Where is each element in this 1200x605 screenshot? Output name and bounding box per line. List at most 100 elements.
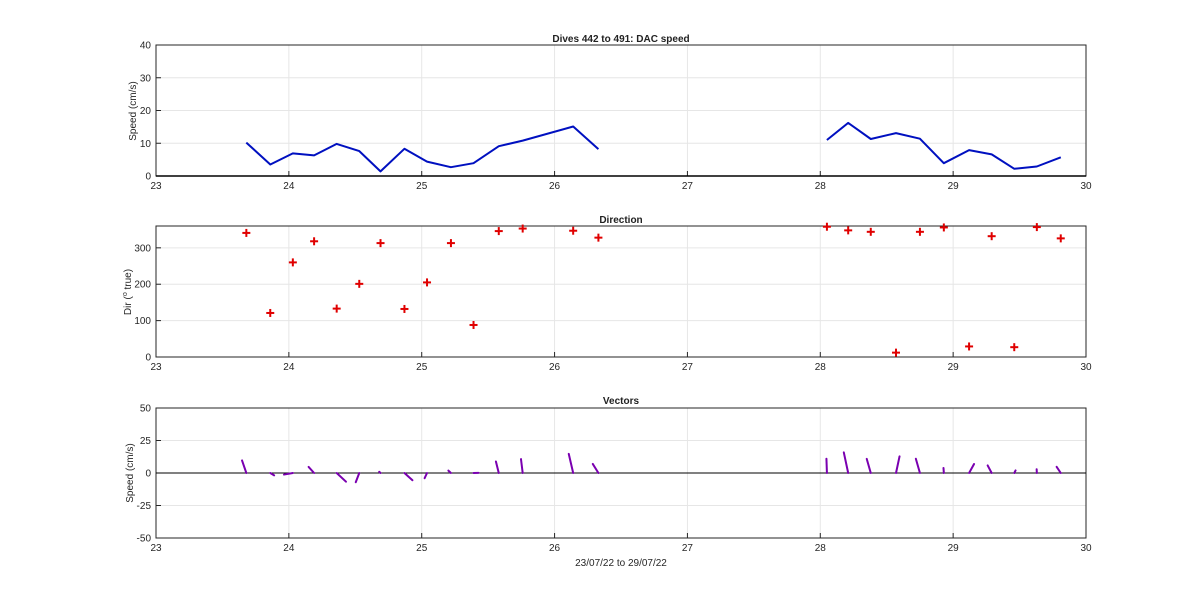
speed-x-tick-label: 27 [682,181,694,192]
speed-y-tick-label: 0 [145,172,151,183]
direction-y-axis-label-main: Dir ( [123,296,134,316]
vector-stick [307,465,316,474]
direction-point [288,258,297,267]
vector-stick [423,472,429,480]
direction-point [822,222,831,231]
direction-point [400,304,409,313]
vector-stick [403,472,414,482]
direction-point [939,223,948,232]
vectors-x-tick-label: 28 [815,543,827,554]
vectors-x-tick-label: 23 [150,543,162,554]
direction-point [1010,343,1019,352]
vector-stick [269,472,276,477]
vector-stick [447,469,452,474]
speed-y-tick-label: 10 [140,139,152,150]
speed-x-tick-label: 30 [1080,181,1092,192]
speed-x-tick-label: 29 [948,181,960,192]
vectors-x-tick-label: 27 [682,543,694,554]
direction-x-tick-label: 24 [283,362,295,373]
direction-panel-title: Direction [599,215,642,226]
speed-panel-title: Dives 442 to 491: DAC speed [552,34,689,45]
direction-point [1032,223,1041,232]
direction-point [892,348,901,357]
speed-y-tick-label: 40 [140,41,152,52]
direction-point [423,278,432,287]
direction-point [332,304,341,313]
direction-axes-box [155,225,1087,358]
direction-y-tick-label: 300 [134,243,151,254]
speed-y-tick-label: 30 [140,73,152,84]
speed-y-tick-label: 20 [140,106,152,117]
direction-x-tick-label: 28 [815,362,827,373]
direction-point [310,237,319,246]
vector-stick [378,470,382,474]
vector-stick [283,472,294,476]
vectors-y-axis-label: Speed (cm/s) [125,443,136,502]
vector-stick [1013,469,1017,474]
vector-stick [567,452,575,474]
speed-line-series [826,121,1062,170]
direction-y-axis-label: Dir (o true) [122,269,134,315]
direction-y-axis-label-rest: true) [123,269,134,292]
vectors-x-tick-label: 24 [283,543,295,554]
speed-x-tick-label: 24 [283,181,295,192]
vector-stick [968,463,976,474]
vectors-panel-title: Vectors [603,396,640,407]
speed-panel: Dives 442 to 491: DAC speed Speed (cm/s)… [128,34,1092,192]
direction-point [1056,234,1065,243]
direction-point [446,239,455,248]
vector-stick [494,460,500,474]
direction-point [494,227,503,236]
speed-line-series [245,125,600,173]
vectors-y-tick-label: 50 [140,404,152,415]
vectors-x-tick-label: 29 [948,543,960,554]
speed-x-tick-label: 28 [815,181,827,192]
vector-stick [241,459,248,474]
vector-stick [895,455,901,474]
direction-point [469,320,478,329]
vector-stick [335,472,348,483]
vector-stick [1055,465,1062,474]
direction-point [376,239,385,248]
direction-point [266,308,275,317]
direction-point [915,227,924,236]
speed-x-tick-label: 26 [549,181,561,192]
direction-x-tick-label: 23 [150,362,162,373]
vector-stick [354,472,361,484]
direction-x-tick-label: 26 [549,362,561,373]
vectors-panel: Vectors Speed (cm/s) 23/07/22 to 29/07/2… [125,396,1092,569]
vectors-y-tick-label: -50 [137,534,152,545]
vector-stick [591,462,600,474]
vector-stick [842,451,850,474]
direction-point [866,227,875,236]
direction-point [965,342,974,351]
direction-point [518,224,527,233]
direction-y-tick-label: 0 [145,353,151,364]
vector-stick [914,457,921,474]
vectors-x-tick-label: 26 [549,543,561,554]
direction-y-axis-label-degree: o [122,292,129,296]
direction-point [355,279,364,288]
direction-x-tick-label: 29 [948,362,960,373]
vector-stick [865,457,872,474]
direction-panel: Direction Dir (o true) 23 24 25 26 27 28 29 300… [122,215,1092,373]
direction-y-tick-label: 100 [134,316,151,327]
vector-stick [519,458,524,474]
vectors-y-tick-label: -25 [137,501,152,512]
direction-x-tick-label: 27 [682,362,694,373]
vectors-x-tick-label: 25 [416,543,428,554]
direction-point [844,226,853,235]
speed-x-tick-label: 25 [416,181,428,192]
direction-point [594,233,603,242]
direction-y-tick-label: 200 [134,280,151,291]
vectors-x-tick-label: 30 [1080,543,1092,554]
vectors-y-tick-label: 0 [145,469,151,480]
direction-x-tick-label: 25 [416,362,428,373]
vector-stick [986,464,993,474]
direction-point [569,226,578,235]
direction-x-tick-label: 30 [1080,362,1092,373]
vectors-y-tick-label: 25 [140,436,152,447]
vectors-x-axis-label: 23/07/22 to 29/07/22 [575,558,667,569]
speed-y-axis-label: Speed (cm/s) [128,81,139,140]
